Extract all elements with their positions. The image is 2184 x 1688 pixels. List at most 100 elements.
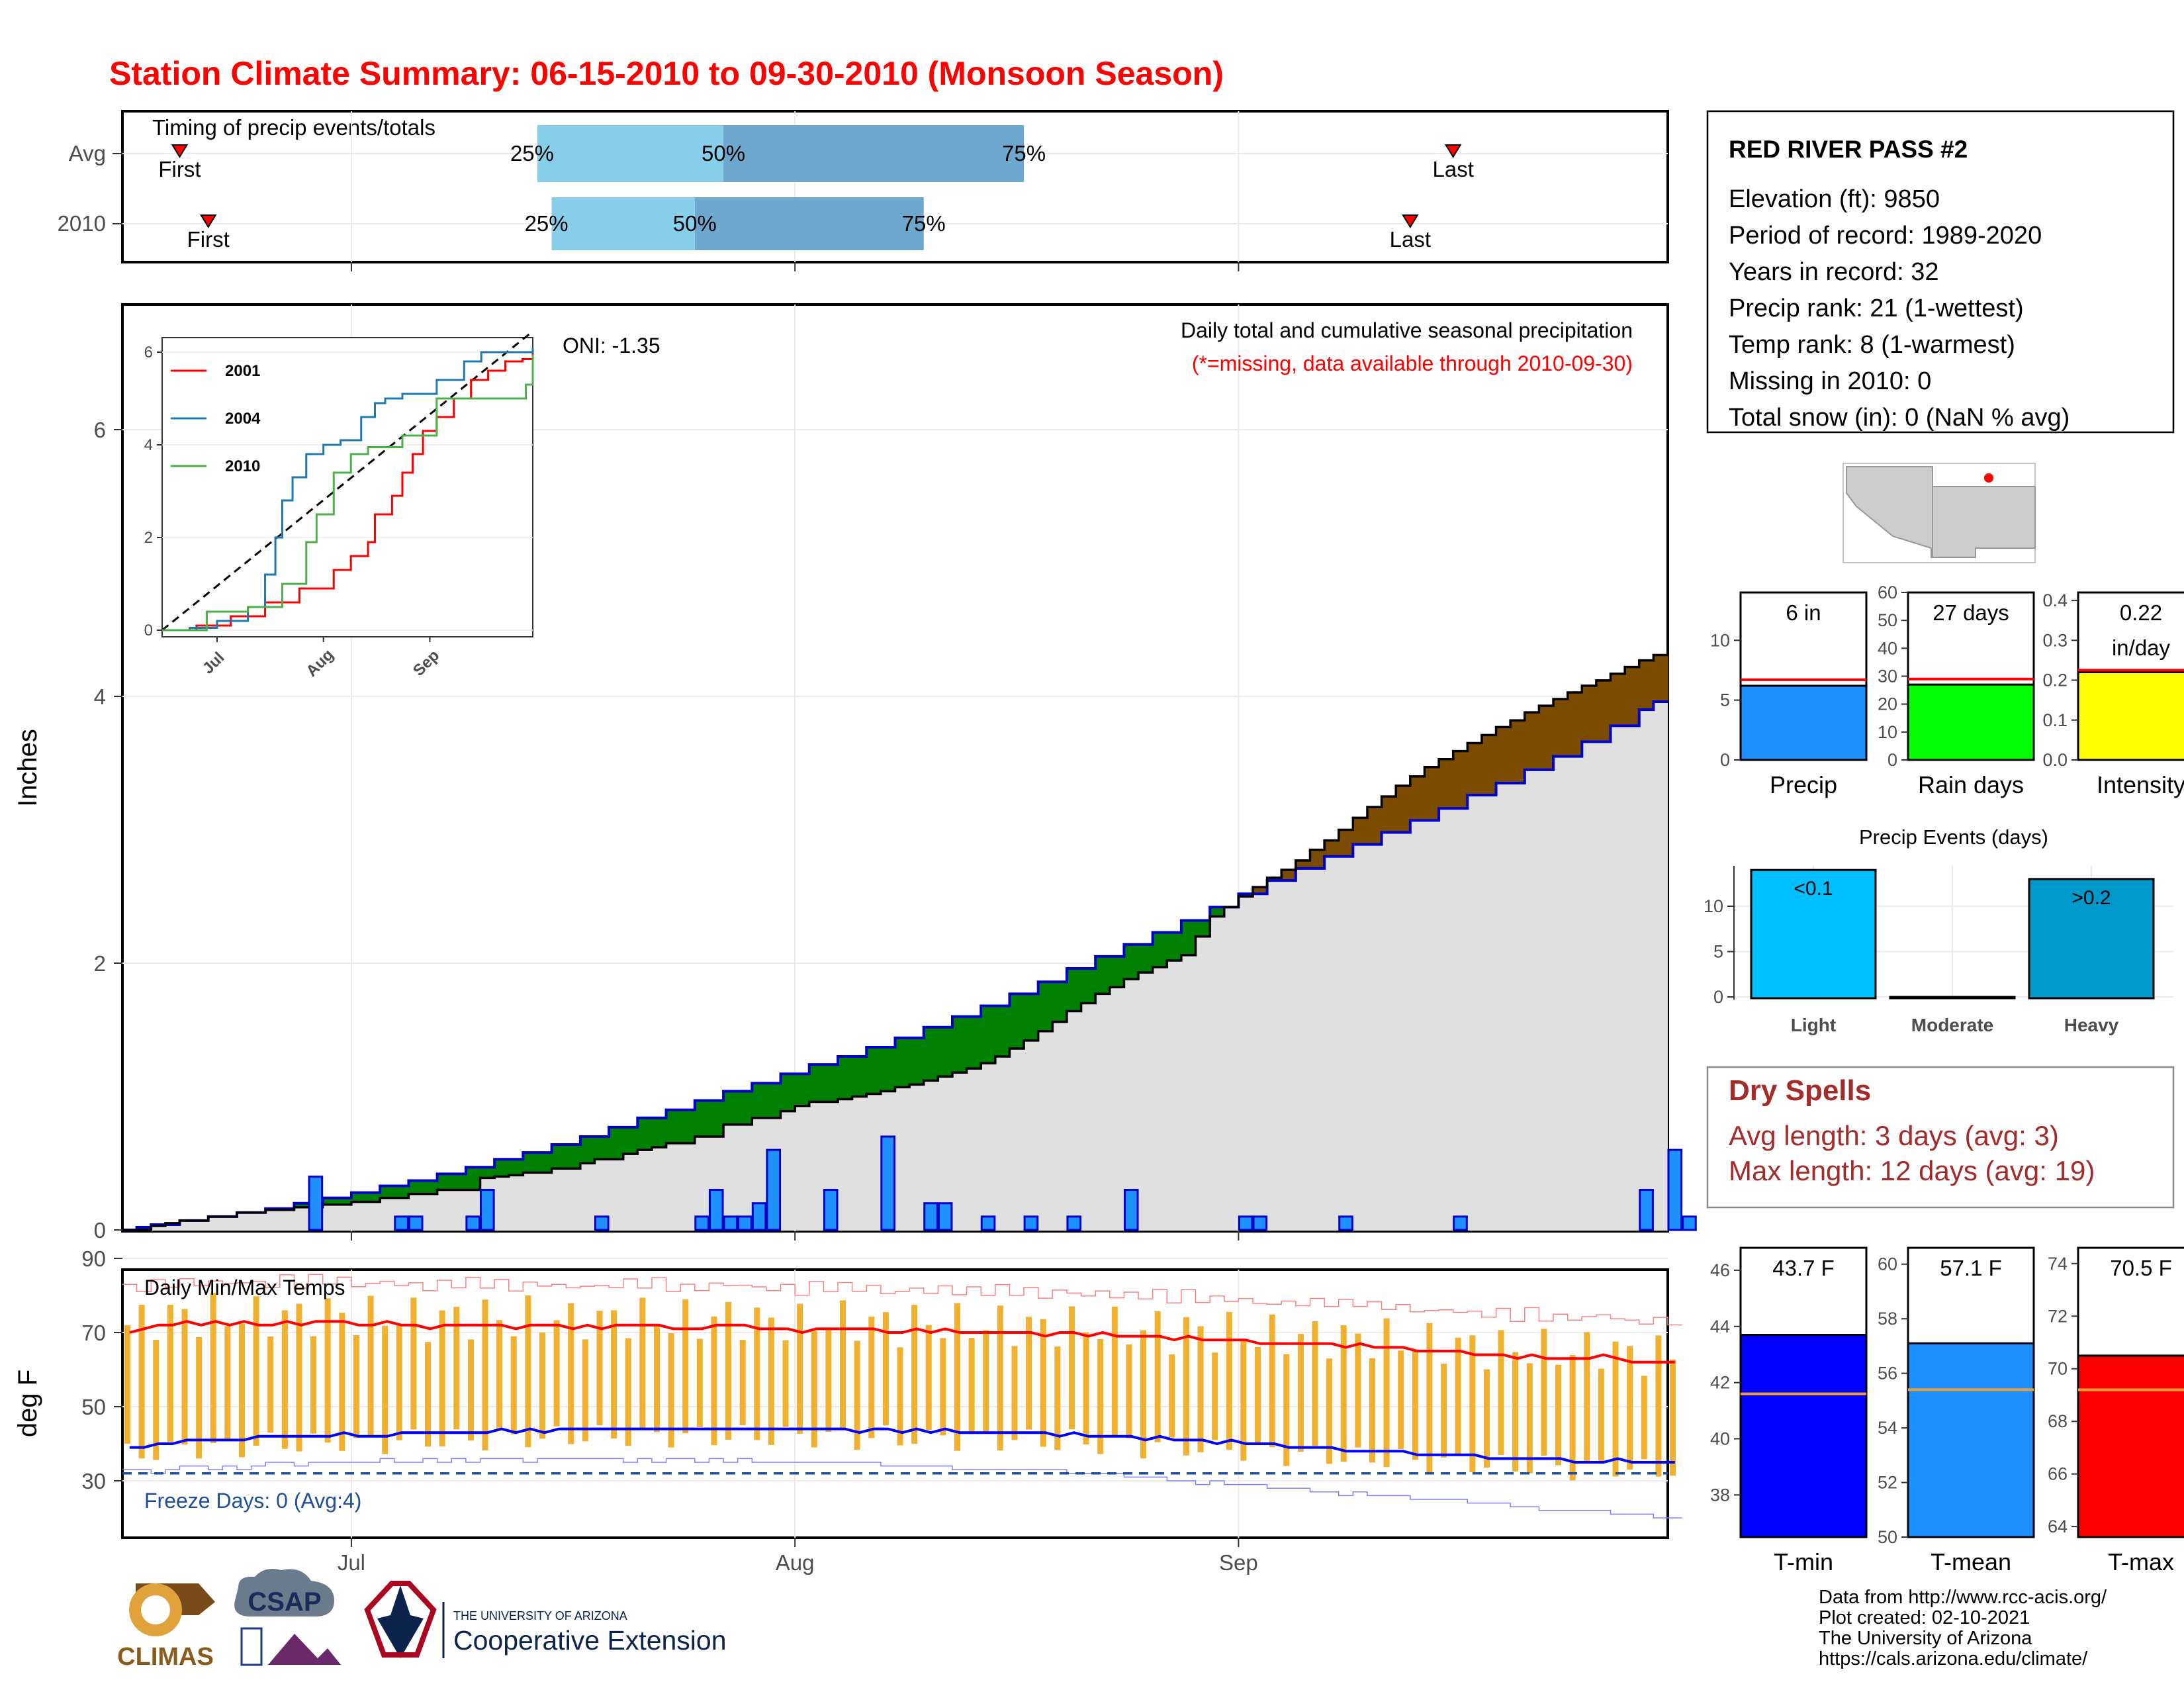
stat-bar-tick-label: 38 [1710,1485,1730,1505]
daily-precip-bar [923,1202,938,1231]
daily-temp-bar [797,1303,803,1434]
deficit-area [437,1174,452,1190]
deficit-area [694,1100,709,1137]
daily-temp-bar [782,1340,789,1427]
daily-temp-bar [997,1305,1003,1451]
dry-spells-avg: Avg length: 3 days (avg: 3) [1729,1120,2059,1151]
daily-precip-bar [308,1175,324,1231]
cumulative-2010-line [122,653,1668,1231]
daily-temp-bar [1312,1321,1318,1446]
stat-bar-tick-label: 60 [1878,583,1897,602]
daily-precip-bar [823,1189,839,1231]
daily-temp-bar [1383,1318,1390,1468]
daily-temp-bar [1212,1352,1218,1440]
timing-p75-label: 75% [1002,141,1046,165]
daily-temp-bar [911,1305,918,1444]
deficit-area [1038,982,1053,1031]
temp-y-tick-label: 90 [81,1246,106,1271]
stat-bar-tick-label: 54 [1878,1418,1897,1438]
precip-y-tick-label: 0 [94,1218,106,1243]
timing-p25-label: 25% [510,141,554,165]
daily-temp-bar [925,1325,932,1430]
csap-logo-text: CSAP [248,1587,321,1617]
stat-bar-value [2077,1354,2184,1538]
daily-temp-bar [1140,1330,1147,1459]
daily-temp-bar [868,1316,875,1438]
daily-temp-bar [1326,1358,1333,1464]
deficit-area [365,1192,381,1202]
deficit-area [895,1037,910,1088]
deficit-area [566,1145,581,1169]
inset-legend-label: 2010 [225,457,260,475]
daily-precip-bar [1252,1215,1268,1231]
daily-temp-bar [882,1312,889,1426]
surplus-area [1324,840,1340,857]
deficit-area [494,1159,510,1177]
timing-last-marker [1402,214,1419,228]
surplus-area [1367,807,1383,845]
deficit-area [752,1083,767,1118]
daily-temp-bar [410,1297,417,1430]
deficit-area [337,1197,352,1205]
credit-data-source: Data from http://www.rcc-acis.org/ [1819,1587,2107,1608]
daily-temp-bar [496,1320,503,1429]
events-title: Precip Events (days) [1859,825,2048,849]
daily-temp-bar [1412,1351,1418,1460]
daily-temp-bar [1584,1332,1590,1464]
precip-y-tick-label: 6 [94,418,106,442]
daily-temp-bar [1555,1364,1562,1466]
events-category-label: Light [1791,1015,1836,1035]
inset-y-tick-label: 0 [144,622,153,639]
deficit-area [451,1174,467,1190]
stat-bar-value [1739,684,1868,761]
deficit-area [866,1047,882,1094]
daily-temp-bar [153,1339,159,1460]
stat-bar-label: T-min [1774,1548,1833,1575]
daily-precip-bar [1023,1215,1039,1231]
daily-temp-bar [682,1299,689,1434]
stat-bar-tick-label: 46 [1710,1260,1730,1280]
inset-line-2010 [162,354,534,632]
daily-temp-bar [568,1303,574,1444]
deficit-area [1009,994,1024,1049]
station-temp-rank: Temp rank: 8 (1-warmest) [1729,331,2015,359]
precip-y-label: Inches [13,729,42,807]
surplus-area [1539,706,1554,770]
daily-precip-bar [751,1202,767,1231]
daily-temp-bar [1097,1338,1104,1454]
daily-temp-bar [1283,1354,1290,1466]
surplus-area [1582,685,1597,742]
surplus-area [1639,660,1654,710]
daily-precip-bar [694,1215,709,1231]
deficit-area [852,1056,867,1097]
daily-temp-bar [940,1338,946,1436]
daily-temp-bar [1340,1325,1347,1462]
daily-temp-bar [1068,1306,1075,1430]
temp-y-tick-label: 50 [81,1395,106,1419]
stat-bar-value [1739,1334,1868,1538]
stat-bar-tick-label: 0.0 [2042,750,2068,770]
daily-temp-bar [739,1340,746,1426]
station-snow: Total snow (in): 0 (NaN % avg) [1729,404,2070,432]
stat-bar-tick-label: 0.4 [2042,590,2068,610]
surplus-area [1625,667,1640,726]
stat-bar-tick-label: 56 [1878,1364,1897,1383]
stat-bar-tick-label: 44 [1710,1317,1730,1336]
daily-temp-bar [625,1338,631,1446]
surplus-area [1267,878,1282,881]
surplus-area [1481,735,1497,796]
timing-iqr-low [537,125,724,182]
daily-precip-bar [408,1215,424,1231]
stat-bar-tick-label: 0.3 [2042,630,2068,650]
csap-logo: CSAP [234,1568,341,1666]
daily-temp-bar [596,1311,603,1426]
daily-temp-bar [1111,1306,1118,1436]
timing-p75-label: 75% [902,211,946,236]
daily-temp-bar [825,1330,832,1432]
surplus-area [1381,796,1396,833]
stat-bar-tick-label: 0.1 [2042,710,2068,730]
station-period: Period of record: 1989-2020 [1729,222,2042,250]
daily-temp-bar [611,1310,617,1439]
deficit-area [1181,920,1197,955]
stat-bar-label: Rain days [1918,771,2024,798]
